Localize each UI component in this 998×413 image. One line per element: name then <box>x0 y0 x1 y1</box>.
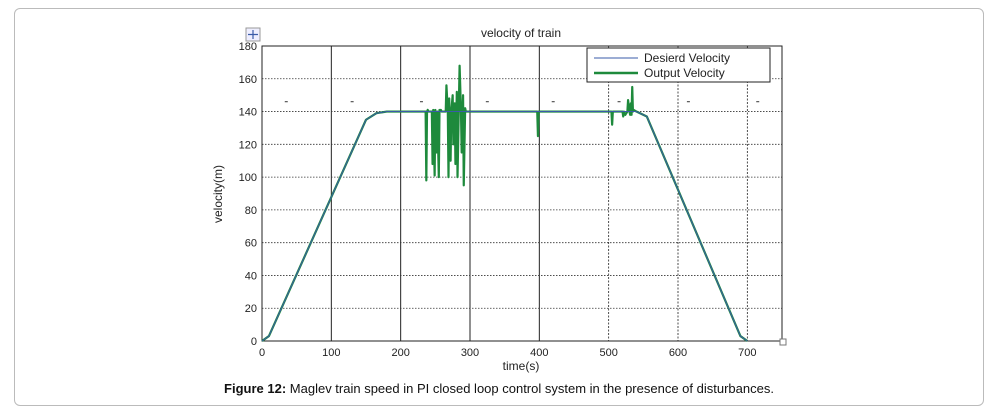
y-tick-label: 180 <box>239 41 257 53</box>
desired-velocity-line <box>261 111 748 342</box>
output-velocity-line <box>261 64 748 342</box>
y-tick-label: 60 <box>245 238 257 250</box>
y-tick-label: 0 <box>251 336 257 348</box>
x-axis-label: time(s) <box>503 359 540 373</box>
legend: Desierd Velocity Output Velocity <box>586 47 771 83</box>
y-tick-label: 80 <box>245 205 257 217</box>
y-tick-label: 160 <box>239 74 257 86</box>
x-tick-label: 100 <box>322 347 340 359</box>
x-tick-label: 0 <box>259 347 265 359</box>
x-tick-label: 700 <box>738 347 756 359</box>
legend-output-label: Output Velocity <box>644 66 725 80</box>
move-handle-icon[interactable] <box>245 27 261 42</box>
figure-frame <box>14 8 984 406</box>
caption-label: Figure 12: <box>224 381 287 396</box>
resize-handle-icon[interactable] <box>779 338 787 346</box>
x-tick-label: 600 <box>669 347 687 359</box>
x-tick-label: 200 <box>391 347 409 359</box>
chart-title: velocity of train <box>481 26 561 40</box>
x-tick-label: 300 <box>461 347 479 359</box>
y-tick-label: 40 <box>245 270 257 282</box>
grid <box>262 46 782 341</box>
x-tick-label: 400 <box>530 347 548 359</box>
y-tick-label: 100 <box>239 172 257 184</box>
legend-desired-label: Desierd Velocity <box>644 51 730 65</box>
plot-area <box>261 45 783 342</box>
x-tick-label: 500 <box>599 347 617 359</box>
y-tick-label: 20 <box>245 303 257 315</box>
caption-text: Maglev train speed in PI closed loop con… <box>286 381 774 396</box>
y-tick-label: 140 <box>239 107 257 119</box>
y-tick-label: 120 <box>239 139 257 151</box>
y-axis-label: velocity(m) <box>211 165 225 223</box>
figure-caption: Figure 12: Maglev train speed in PI clos… <box>0 381 998 396</box>
